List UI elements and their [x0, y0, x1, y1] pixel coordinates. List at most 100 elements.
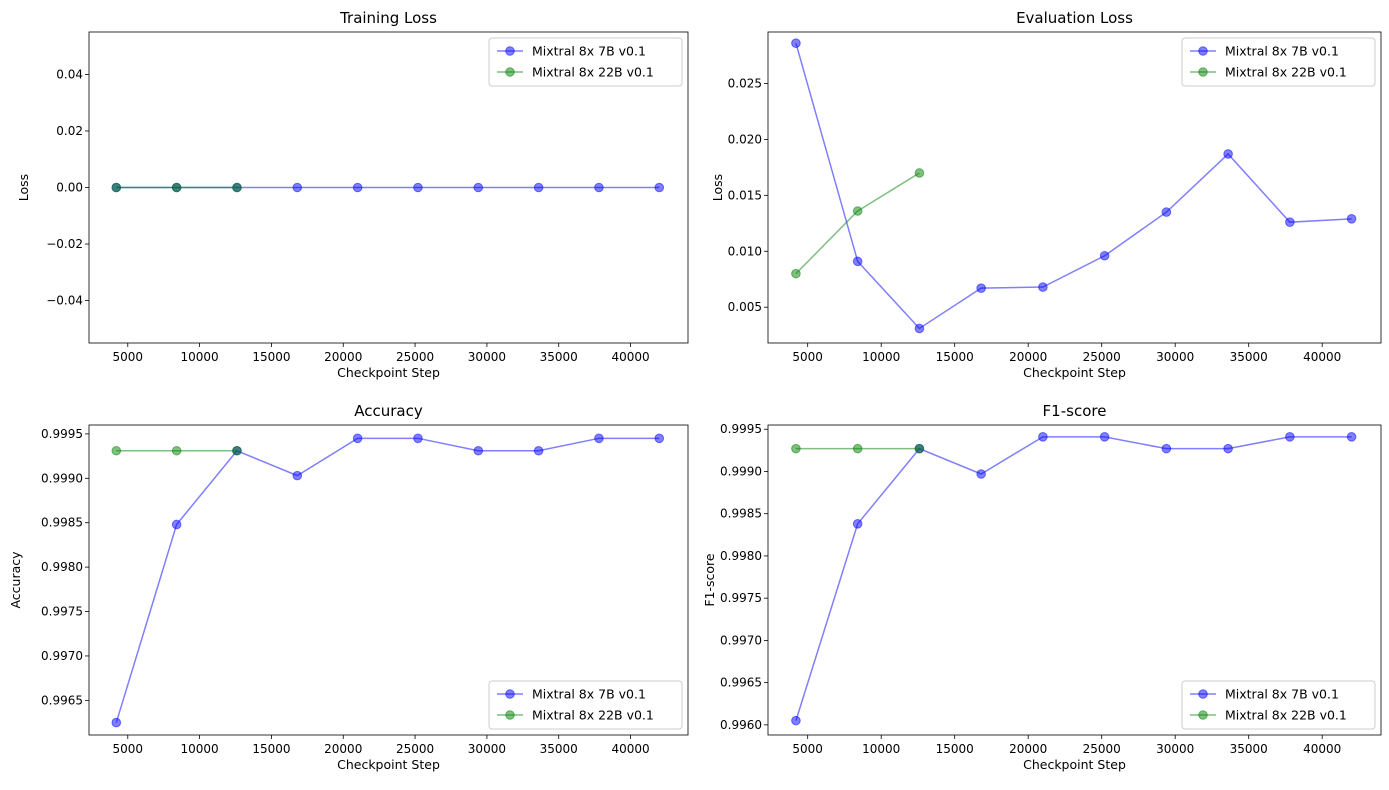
x-tick-label: 20000: [324, 350, 362, 364]
y-tick-label: −0.04: [46, 294, 83, 308]
data-point: [1038, 432, 1048, 442]
series-1: [111, 433, 665, 728]
axes-frame: [88, 424, 689, 736]
data-point: [473, 182, 484, 193]
x-tick-label: 25000: [1083, 350, 1121, 364]
y-tick-label: 0.02: [56, 124, 83, 138]
x-axis-label: Checkpoint Step: [1023, 365, 1126, 380]
x-tick-label: 5000: [113, 742, 144, 756]
data-point: [232, 445, 242, 456]
legend: Mixtral 8x 7B v0.1 Mixtral 8x 22B v0.1: [488, 680, 683, 730]
data-point: [852, 206, 863, 216]
y-tick-label: 0.9995: [720, 422, 762, 436]
data-point: [914, 323, 925, 334]
y-tick-label: 0.9980: [720, 549, 762, 563]
x-tick-label: 20000: [1009, 350, 1047, 364]
data-point: [171, 445, 182, 456]
legend-marker: [505, 710, 515, 720]
data-point: [654, 433, 665, 444]
y-tick-label: 0.9990: [720, 464, 762, 478]
legend-marker: [505, 689, 515, 699]
x-tick-label: 30000: [1156, 350, 1194, 364]
x-tick-label: 15000: [252, 742, 290, 756]
subplot-2: Evaluation Loss 5000 10000 15000 20000 25000 3…: [710, 9, 1382, 380]
y-tick-label: 0.005: [728, 300, 762, 314]
x-tick-label: 30000: [468, 742, 506, 756]
x-tick-label: 20000: [1009, 742, 1047, 756]
data-point: [111, 717, 122, 728]
legend-entry: Mixtral 8x 22B v0.1: [532, 708, 654, 723]
x-tick-label: 20000: [324, 742, 362, 756]
data-point: [791, 38, 801, 48]
data-point: [292, 182, 303, 193]
subplot-4: F1-score 5000 10000 15000 20000 25000 30000 350…: [702, 402, 1382, 772]
y-tick-label: 0.9985: [720, 507, 762, 521]
x-tick-label: 10000: [862, 350, 900, 364]
data-point: [171, 182, 182, 193]
y-tick-label: −0.02: [46, 237, 83, 251]
x-tick-label: 5000: [113, 350, 144, 364]
x-tick-label: 10000: [181, 350, 219, 364]
series-2: [111, 445, 242, 456]
data-point: [976, 469, 986, 479]
legend-entry: Mixtral 8x 7B v0.1: [1225, 44, 1339, 59]
x-axis-label: Checkpoint Step: [1023, 757, 1126, 772]
y-tick-label: 0.015: [728, 188, 762, 202]
legend-marker: [1198, 710, 1208, 720]
series-2: [791, 168, 925, 279]
data-point: [791, 268, 801, 279]
data-point: [171, 519, 182, 530]
series-1: [791, 432, 1357, 726]
data-point: [1099, 432, 1110, 442]
legend-box: [488, 37, 683, 87]
subplot-3: Accuracy 5000 10000 15000 20000 25000 30000 350…: [8, 402, 689, 772]
legend-entry: Mixtral 8x 7B v0.1: [532, 44, 646, 59]
y-axis-label: Loss: [16, 174, 31, 201]
x-tick-label: 25000: [396, 742, 434, 756]
data-point: [852, 443, 863, 454]
x-tick-label: 15000: [252, 350, 290, 364]
chart-title: F1-score: [1043, 402, 1107, 420]
data-point: [1099, 250, 1110, 261]
axes-frame: [767, 31, 1382, 344]
series-line: [795, 42, 1352, 330]
x-tick-label: 15000: [936, 742, 974, 756]
y-tick-label: 0.9975: [41, 605, 83, 619]
legend-entry: Mixtral 8x 7B v0.1: [532, 687, 646, 702]
legend-entry: Mixtral 8x 22B v0.1: [1225, 708, 1347, 723]
data-point: [352, 182, 363, 193]
data-point: [791, 715, 801, 726]
y-tick-label: 0.9960: [720, 718, 762, 732]
y-axis-label: Accuracy: [8, 551, 23, 609]
data-point: [852, 256, 863, 267]
y-axis-label: F1-score: [702, 553, 717, 607]
x-tick-label: 5000: [792, 350, 823, 364]
legend: Mixtral 8x 7B v0.1 Mixtral 8x 22B v0.1: [1181, 680, 1376, 730]
data-point: [791, 443, 801, 454]
y-tick-label: 0.020: [728, 132, 762, 146]
data-point: [1223, 149, 1233, 159]
data-point: [292, 470, 303, 481]
x-tick-label: 25000: [1083, 742, 1121, 756]
chart-title: Accuracy: [354, 402, 423, 420]
data-point: [1346, 432, 1357, 442]
chart-title: Evaluation Loss: [1016, 9, 1133, 27]
x-tick-label: 40000: [1303, 350, 1341, 364]
data-point: [594, 182, 604, 193]
data-point: [1346, 214, 1357, 224]
data-point: [413, 433, 423, 444]
data-point: [533, 182, 544, 193]
y-tick-label: 0.00: [56, 181, 83, 195]
legend-entry: Mixtral 8x 22B v0.1: [532, 65, 654, 80]
axes-frame: [767, 424, 1382, 736]
legend-entry: Mixtral 8x 7B v0.1: [1225, 687, 1339, 702]
y-tick-label: 0.9980: [41, 560, 83, 574]
legend-box: [488, 680, 683, 730]
data-point: [1285, 432, 1295, 442]
x-tick-label: 40000: [611, 350, 649, 364]
data-point: [976, 283, 986, 293]
y-tick-label: 0.9965: [720, 676, 762, 690]
data-point: [1161, 443, 1172, 454]
legend-marker: [1198, 67, 1208, 77]
